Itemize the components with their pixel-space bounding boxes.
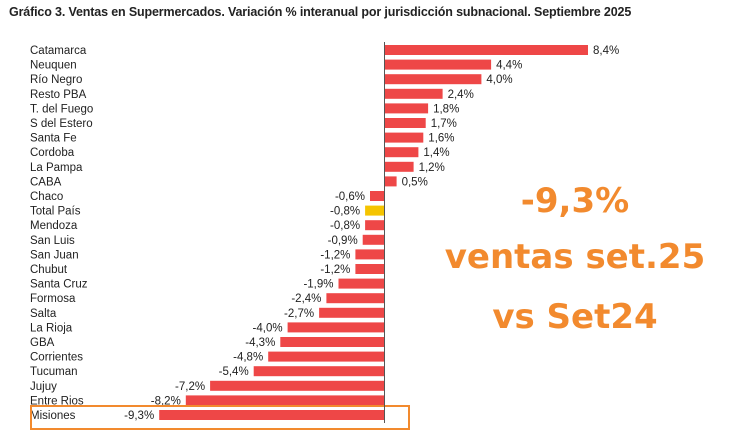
category-label: San Luis xyxy=(30,235,75,247)
annotation-line: vs Set24 xyxy=(492,297,657,337)
value-label: -4,3% xyxy=(245,337,275,349)
value-label: -1,2% xyxy=(320,249,350,261)
category-label: Total País xyxy=(30,206,81,218)
value-label: 4,4% xyxy=(496,60,522,72)
value-label: 1,6% xyxy=(428,133,454,145)
category-label: Chaco xyxy=(30,191,63,203)
value-label: 0,5% xyxy=(402,176,428,188)
bar xyxy=(338,278,385,289)
bar xyxy=(384,147,419,158)
bar xyxy=(210,380,385,391)
category-label: T. del Fuego xyxy=(30,103,93,115)
value-label: -0,8% xyxy=(330,206,360,218)
value-label: -2,4% xyxy=(291,293,321,305)
category-label: Tucuman xyxy=(30,366,78,378)
bar xyxy=(384,118,426,128)
value-label: 1,7% xyxy=(431,118,457,130)
bar xyxy=(280,337,385,347)
bar xyxy=(362,234,385,245)
bar xyxy=(365,205,385,216)
bar xyxy=(268,351,385,362)
bar xyxy=(326,293,385,304)
bar xyxy=(185,395,385,406)
category-label: Salta xyxy=(30,308,57,320)
bar xyxy=(365,220,385,231)
bar xyxy=(370,191,385,201)
bar xyxy=(384,88,443,99)
category-label: Entre Rios xyxy=(30,395,84,407)
value-label: 1,4% xyxy=(423,147,449,159)
annotation-line: ventas set.25 xyxy=(445,237,705,277)
value-label: 2,4% xyxy=(448,89,474,101)
bar xyxy=(253,366,385,377)
bar xyxy=(287,322,385,333)
value-label: -0,8% xyxy=(330,220,360,232)
highlight-box xyxy=(30,405,410,430)
value-label: -2,7% xyxy=(284,308,314,320)
value-label: -0,9% xyxy=(328,235,358,247)
value-label: -1,2% xyxy=(320,264,350,276)
value-label: 1,8% xyxy=(433,103,459,115)
chart-title: Gráfico 3. Ventas en Supermercados. Vari… xyxy=(9,5,632,19)
value-label: -9,3% xyxy=(124,410,154,422)
category-label: La Pampa xyxy=(30,162,83,174)
category-label: Catamarca xyxy=(30,45,87,57)
value-label: -4,0% xyxy=(253,322,283,334)
value-label: 1,2% xyxy=(419,162,445,174)
value-label: -5,4% xyxy=(219,366,249,378)
category-label: Río Negro xyxy=(30,74,82,86)
bar xyxy=(159,410,385,420)
bar xyxy=(384,74,482,85)
value-label: -8,2% xyxy=(151,395,181,407)
value-label: -0,6% xyxy=(335,191,365,203)
category-label: Corrientes xyxy=(30,352,83,364)
value-label: 4,0% xyxy=(486,74,512,86)
category-label: Santa Cruz xyxy=(30,279,88,291)
value-label: -4,8% xyxy=(233,352,263,364)
bar xyxy=(355,264,385,274)
category-label: S del Estero xyxy=(30,118,93,130)
bar xyxy=(384,45,588,55)
category-label: Santa Fe xyxy=(30,133,77,145)
value-label: -7,2% xyxy=(175,381,205,393)
category-label: Neuquen xyxy=(30,60,77,72)
bar xyxy=(384,132,424,143)
value-label: 8,4% xyxy=(593,45,619,57)
bar xyxy=(384,103,429,114)
value-label: -1,9% xyxy=(303,279,333,291)
category-label: Misiones xyxy=(30,410,76,422)
category-label: GBA xyxy=(30,337,55,349)
category-label: Mendoza xyxy=(30,220,78,232)
bar xyxy=(384,161,414,172)
category-label: Resto PBA xyxy=(30,89,87,101)
bar xyxy=(384,176,397,187)
bar xyxy=(355,249,385,260)
category-label: San Juan xyxy=(30,249,79,261)
category-label: Chubut xyxy=(30,264,68,276)
category-label: Jujuy xyxy=(30,381,57,393)
category-label: Formosa xyxy=(30,293,76,305)
category-label: Cordoba xyxy=(30,147,75,159)
category-label: CABA xyxy=(30,176,62,188)
bar xyxy=(384,59,492,70)
category-label: La Rioja xyxy=(30,322,73,334)
bar xyxy=(319,307,385,318)
annotation-line: -9,3% xyxy=(521,181,629,221)
